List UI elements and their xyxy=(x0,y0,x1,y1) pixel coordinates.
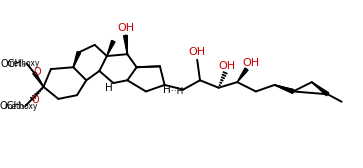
Text: O: O xyxy=(31,95,39,105)
Text: OH: OH xyxy=(242,58,260,68)
Polygon shape xyxy=(107,40,115,56)
Text: OH: OH xyxy=(117,23,134,33)
Polygon shape xyxy=(73,52,81,67)
Text: ···H: ···H xyxy=(168,87,183,96)
Text: OCH₃: OCH₃ xyxy=(1,58,27,69)
Polygon shape xyxy=(123,35,127,54)
Text: OCH₃: OCH₃ xyxy=(0,101,25,111)
Text: OH: OH xyxy=(219,61,236,71)
Polygon shape xyxy=(237,68,248,82)
Polygon shape xyxy=(33,72,44,87)
Text: methoxy: methoxy xyxy=(4,102,38,111)
Text: H: H xyxy=(163,85,170,95)
Polygon shape xyxy=(274,85,294,93)
Text: methoxy: methoxy xyxy=(6,59,40,68)
Text: H: H xyxy=(105,83,113,93)
Polygon shape xyxy=(312,82,329,96)
Text: O: O xyxy=(33,67,41,77)
Text: OH: OH xyxy=(189,47,206,57)
Polygon shape xyxy=(274,85,294,93)
